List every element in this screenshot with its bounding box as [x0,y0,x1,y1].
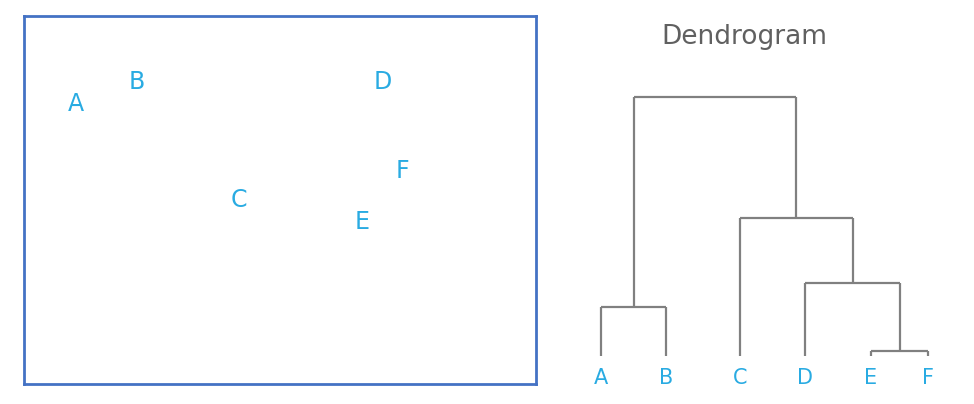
Text: D: D [373,70,392,95]
Text: A: A [67,93,84,116]
Text: F: F [922,368,934,388]
Text: E: E [355,210,369,234]
Text: E: E [864,368,878,388]
Text: C: C [732,368,747,388]
Text: Dendrogram: Dendrogram [661,24,827,50]
Text: B: B [659,368,674,388]
Text: C: C [231,188,247,212]
Text: A: A [594,368,608,388]
Text: F: F [396,158,409,183]
Text: B: B [129,70,145,95]
Text: D: D [798,368,813,388]
